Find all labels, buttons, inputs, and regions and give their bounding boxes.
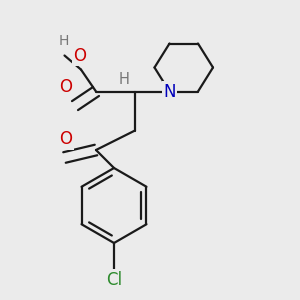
Text: N: N — [163, 82, 176, 100]
Text: H: H — [59, 34, 69, 48]
Text: H: H — [119, 72, 130, 87]
Text: O: O — [59, 78, 73, 96]
Text: O: O — [59, 130, 73, 148]
Text: O: O — [73, 46, 86, 64]
Text: Cl: Cl — [106, 271, 122, 289]
